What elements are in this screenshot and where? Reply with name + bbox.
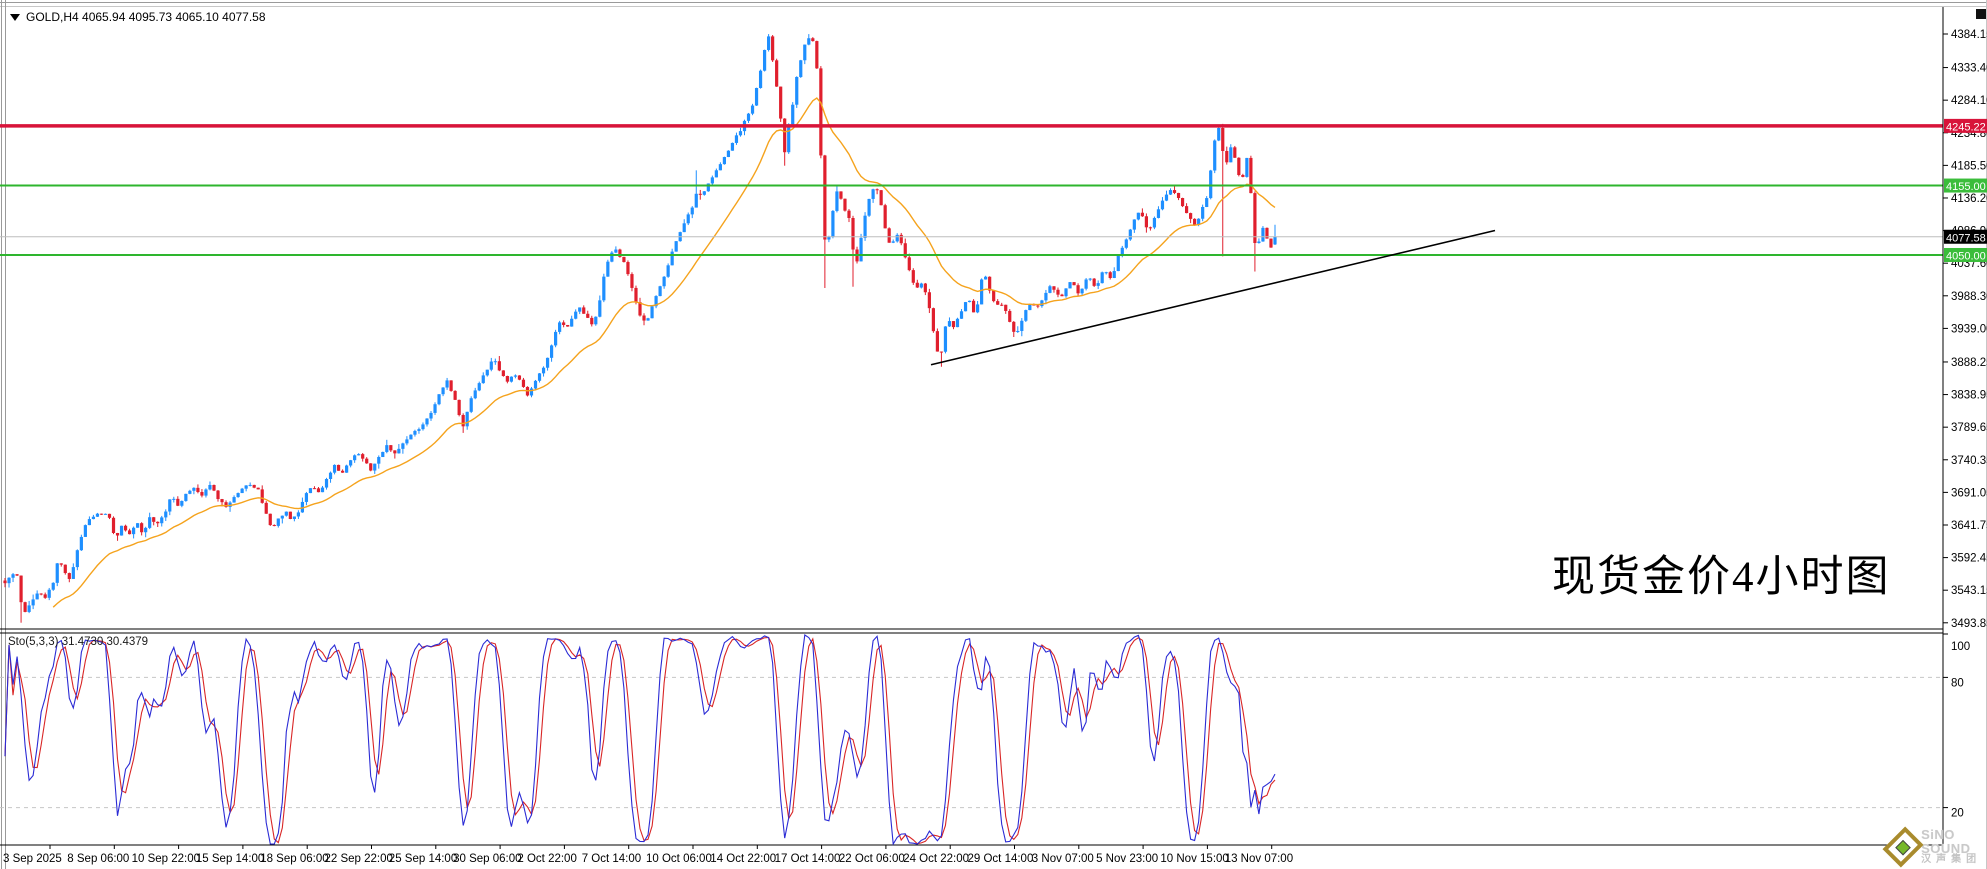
price-badge-4245.22: 4245.22	[1944, 118, 1987, 133]
price-tick-label: 4185.50	[1951, 160, 1987, 172]
time-tick-label: 25 Sep 14:00	[389, 853, 457, 865]
price-tick-label: 4333.40	[1951, 63, 1987, 75]
time-tick-label: 29 Oct 14:00	[968, 853, 1034, 865]
price-tick-label: 3592.45	[1951, 553, 1987, 565]
time-tick-label: 10 Nov 15:00	[1160, 853, 1228, 865]
ascending-trendline[interactable]	[930, 229, 1496, 366]
stochastic-indicator-label: Sto(5,3,3) 31.4730 30.4379	[8, 636, 148, 648]
time-tick-label: 15 Sep 14:00	[196, 853, 264, 865]
price-tick-label: 3740.35	[1951, 455, 1987, 467]
symbol-ohlc-text: GOLD,H4 4065.94 4095.73 4065.10 4077.58	[26, 10, 266, 24]
time-tick-label: 17 Oct 14:00	[775, 853, 841, 865]
price-tick-label: 3838.95	[1951, 390, 1987, 402]
price-tick-label: 3691.05	[1951, 487, 1987, 499]
time-tick-label: 18 Sep 06:00	[260, 853, 328, 865]
stochastic-d-value: 30.4379	[106, 636, 149, 648]
stochastic-k-value: 31.4730	[61, 636, 104, 648]
time-tick-label: 22 Sep 22:00	[325, 853, 393, 865]
time-tick-label: 8 Sep 06:00	[67, 853, 129, 865]
time-tick-label: 5 Nov 23:00	[1096, 853, 1158, 865]
time-tick-label: 30 Sep 06:00	[453, 853, 521, 865]
price-tick-label: 3641.75	[1951, 520, 1987, 532]
watermark: SiNO SOUND 汉声集团	[1882, 826, 1987, 868]
price-tick-label: 3988.30	[1951, 291, 1987, 303]
svg-text:4077.58: 4077.58	[1946, 232, 1986, 244]
price-tick-label: 4284.10	[1951, 95, 1987, 107]
time-tick-label: 22 Oct 06:00	[839, 853, 905, 865]
price-tick-label: 4384.15	[1951, 29, 1987, 41]
price-badge-4077.58: 4077.58	[1944, 229, 1987, 244]
watermark-line2: 汉声集团	[1921, 854, 1982, 866]
window-top-edge-inner	[0, 6, 1987, 7]
moving-average-line	[52, 97, 1276, 608]
time-tick-label: 24 Oct 22:00	[903, 853, 969, 865]
price-tick-label: 4136.20	[1951, 193, 1987, 205]
stoch-tick-label: 20	[1951, 808, 1964, 820]
price-badge-4050.00: 4050.00	[1944, 247, 1987, 262]
price-tick-label: 3939.00	[1951, 323, 1987, 335]
stochastic-signal-line	[4, 636, 1276, 845]
stochastic-name: Sto(5,3,3)	[8, 636, 59, 648]
window-corner-box	[1976, 9, 1986, 19]
symbol-dropdown-icon[interactable]	[10, 13, 20, 21]
symbol-ohlc-readout: GOLD,H4 4065.94 4095.73 4065.10 4077.58	[10, 10, 266, 24]
svg-text:4050.00: 4050.00	[1946, 250, 1986, 262]
time-tick-label: 7 Oct 14:00	[582, 853, 641, 865]
stoch-tick-label: 100	[1951, 641, 1970, 653]
price-badge-4155.00: 4155.00	[1944, 178, 1987, 193]
time-tick-label: 2 Oct 22:00	[517, 853, 576, 865]
price-tick-label: 3493.85	[1951, 618, 1987, 630]
price-tick-label: 3543.15	[1951, 585, 1987, 597]
time-tick-label: 3 Sep 2025	[3, 853, 62, 865]
svg-text:4245.22: 4245.22	[1946, 121, 1986, 133]
stochastic-main-line	[4, 634, 1276, 846]
watermark-line1: SiNO SOUND	[1921, 827, 1971, 856]
time-tick-label: 3 Nov 07:00	[1032, 853, 1094, 865]
price-tick-label: 3789.65	[1951, 422, 1987, 434]
window-left-edge	[1, 0, 6, 869]
time-tick-label: 14 Oct 22:00	[710, 853, 776, 865]
time-tick-label: 10 Oct 06:00	[646, 853, 712, 865]
stoch-tick-label: 80	[1951, 677, 1964, 689]
window-top-edge	[0, 2, 1987, 3]
time-tick-label: 10 Sep 22:00	[132, 853, 200, 865]
time-tick-label: 13 Nov 07:00	[1225, 853, 1293, 865]
chart-caption: 现货金价4小时图	[1552, 554, 1891, 601]
candlestick-series	[3, 34, 1277, 623]
price-tick-label: 3888.25	[1951, 357, 1987, 369]
svg-text:4155.00: 4155.00	[1946, 181, 1986, 193]
